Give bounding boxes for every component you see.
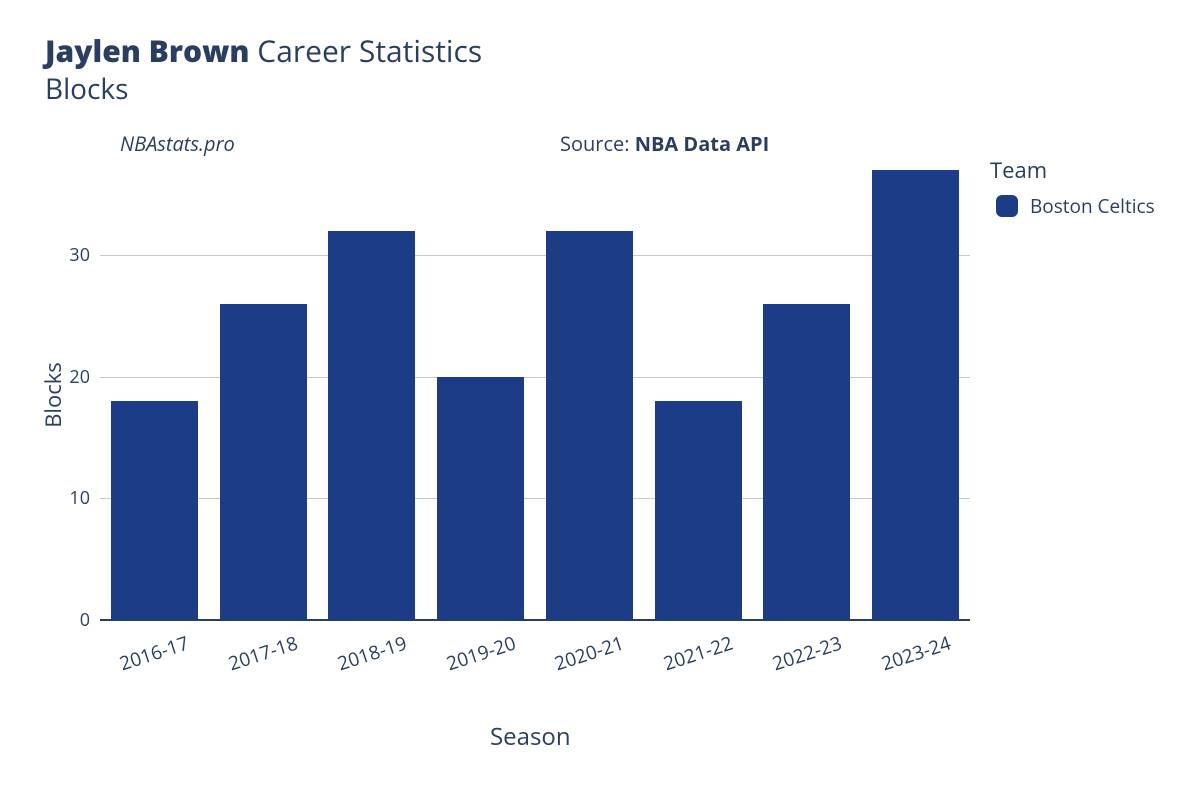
bar: [328, 231, 415, 620]
y-tick-label: 30: [69, 243, 100, 267]
y-axis-title: Blocks: [38, 362, 68, 428]
x-tick-label: 2016-17: [116, 630, 192, 677]
x-tick-label: 2023-24: [878, 630, 954, 677]
legend-swatch: [996, 195, 1018, 217]
source-label: Source:: [560, 130, 635, 157]
x-axis-title: Season: [490, 720, 571, 753]
bar: [546, 231, 633, 620]
bar: [437, 377, 524, 620]
chart-title: Jaylen Brown Career Statistics: [45, 30, 482, 71]
source-value: NBA Data API: [635, 130, 770, 157]
legend-label: Boston Celtics: [1030, 193, 1155, 219]
source-attribution: Source: NBA Data API: [560, 130, 769, 157]
legend-item: Boston Celtics: [990, 193, 1155, 219]
chart-subtitle: Blocks: [45, 70, 128, 108]
x-tick-label: 2018-19: [334, 630, 410, 677]
bar: [220, 304, 307, 620]
gridline: [100, 255, 970, 256]
x-tick-label: 2022-23: [769, 630, 845, 677]
y-tick-label: 20: [69, 365, 100, 389]
legend: Team Boston Celtics: [990, 155, 1155, 219]
plot-area: 01020302016-172017-182018-192019-202020-…: [100, 170, 970, 620]
title-player: Jaylen Brown: [45, 30, 250, 71]
bar: [763, 304, 850, 620]
watermark-text: NBAstats.pro: [120, 130, 235, 157]
bar: [872, 170, 959, 620]
title-suffix: Career Statistics: [250, 30, 483, 71]
x-tick-label: 2017-18: [225, 630, 301, 677]
x-tick-label: 2021-22: [660, 630, 736, 677]
x-tick-label: 2019-20: [443, 630, 519, 677]
chart-container: Jaylen Brown Career Statistics Blocks NB…: [0, 0, 1200, 800]
y-tick-label: 10: [69, 486, 100, 510]
x-tick-label: 2020-21: [551, 630, 627, 677]
bar: [111, 401, 198, 620]
bar: [655, 401, 742, 620]
y-tick-label: 0: [80, 608, 100, 632]
legend-title: Team: [990, 155, 1155, 185]
